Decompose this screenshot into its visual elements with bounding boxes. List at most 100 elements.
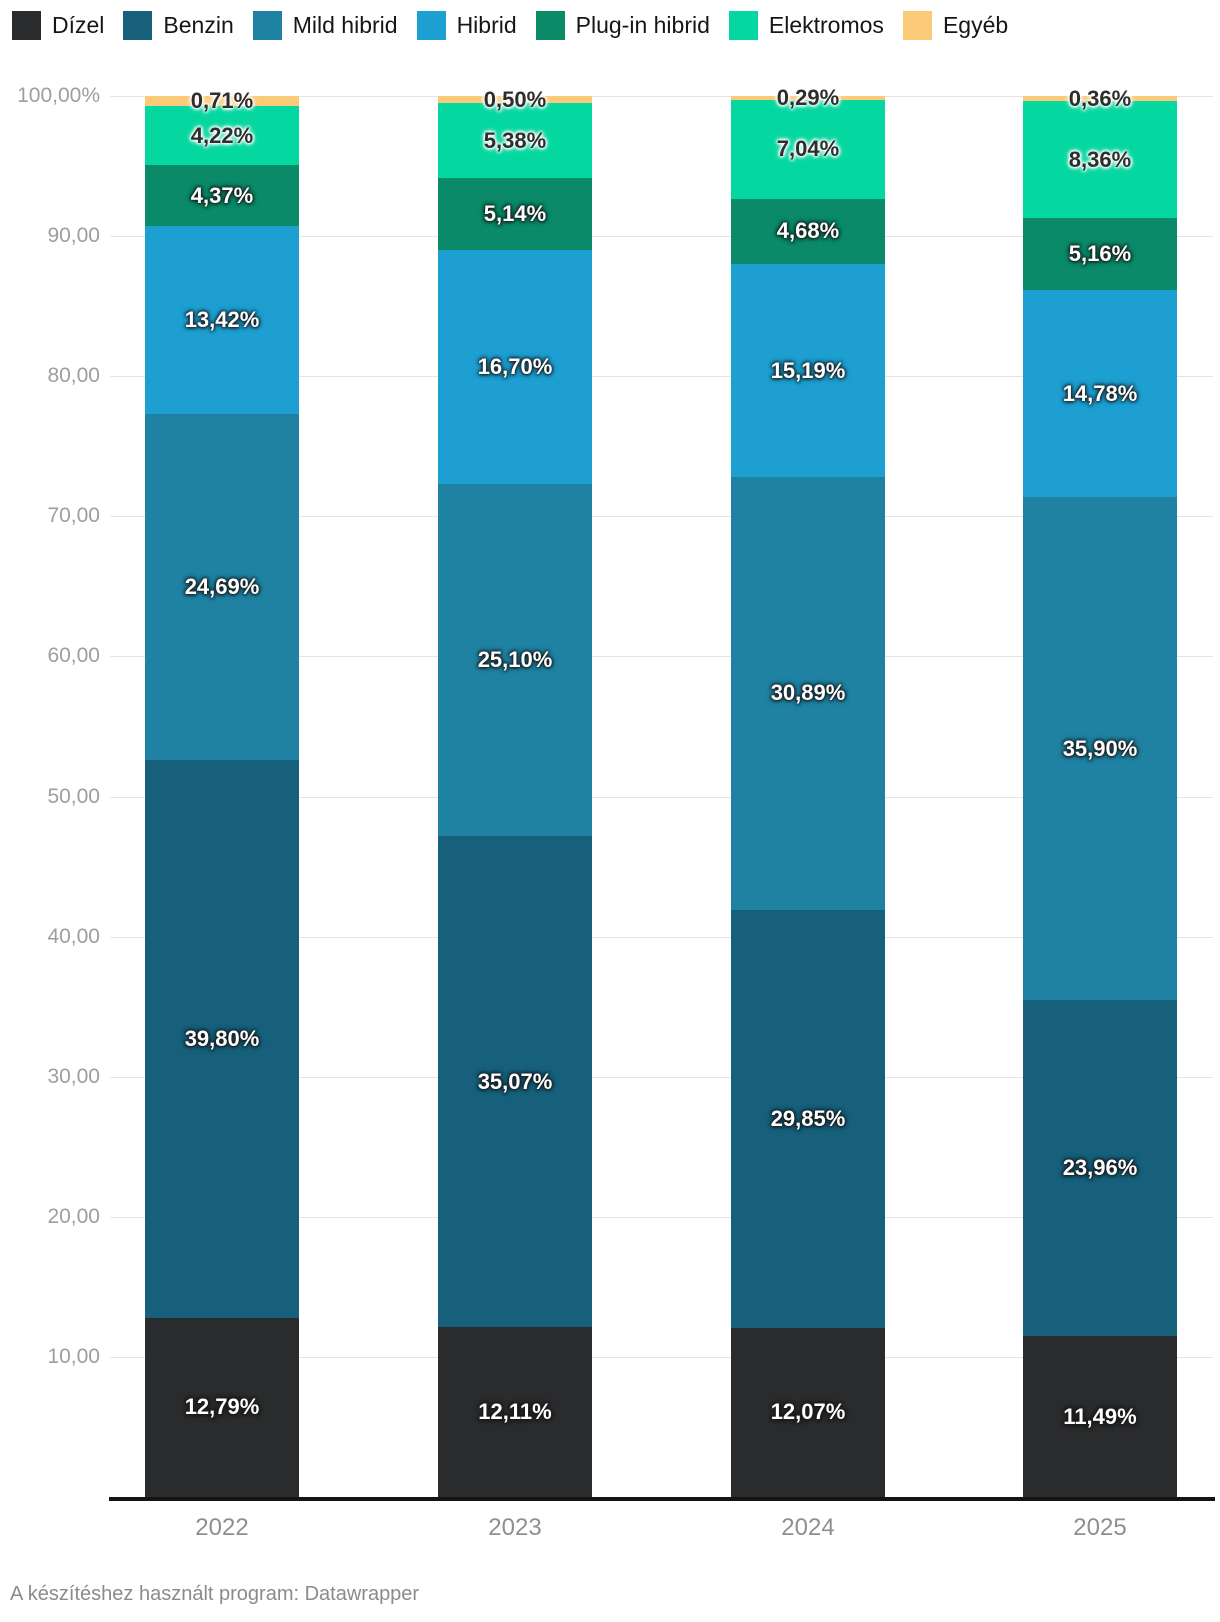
gridline-80	[110, 376, 1213, 378]
bar-segment-hibrid-2024: 15,19%	[731, 264, 885, 478]
legend-label: Benzin	[163, 12, 234, 38]
gridline-10	[110, 1356, 1213, 1358]
gridline-90	[110, 236, 1213, 238]
segment-value-label: 16,70%	[477, 354, 553, 380]
bar-segment-elektromos-2023: 5,38%	[438, 103, 592, 179]
segment-value-label: 13,42%	[184, 307, 260, 333]
legend-swatch-mild-hibrid	[252, 11, 282, 40]
segment-value-label: 29,85%	[770, 1105, 846, 1131]
y-axis-tick-label: 70,00	[47, 504, 100, 528]
legend-label: Dízel	[52, 12, 105, 38]
y-axis-tick-label: 80,00	[47, 364, 100, 388]
legend-swatch-hibrid	[416, 11, 446, 40]
legend-label: Plug-in hibrid	[575, 12, 710, 38]
segment-value-label: 4,37%	[190, 182, 254, 208]
gridline-20	[110, 1216, 1213, 1218]
segment-value-label: 23,96%	[1062, 1155, 1138, 1181]
bar-segment-plug-in-hibrid-2022: 4,37%	[145, 165, 299, 227]
legend-item-elektromos: Elektromos	[728, 11, 884, 40]
segment-value-label: 35,90%	[1062, 735, 1138, 761]
segment-value-label: 39,80%	[184, 1026, 260, 1052]
gridline-30	[110, 1076, 1213, 1078]
x-axis-baseline	[109, 1497, 1215, 1501]
bar-segment-hibrid-2025: 14,78%	[1023, 290, 1177, 498]
y-axis-tick-label: 20,00	[47, 1204, 100, 1228]
y-axis-tick-label: 40,00	[47, 924, 100, 948]
y-axis-tick-label: 50,00	[47, 784, 100, 808]
bar-segment-mild-hibrid-2024: 30,89%	[731, 477, 885, 910]
bar-segment-d-zel-2024: 12,07%	[731, 1327, 885, 1497]
legend: Dízel Benzin Mild hibrid Hibrid Plug-in hibr…	[12, 11, 1008, 40]
legend-item-mild-hibrid: Mild hibrid	[252, 11, 398, 40]
bar-segment-d-zel-2022: 12,79%	[145, 1317, 299, 1497]
bar-segment-d-zel-2025: 11,49%	[1023, 1336, 1177, 1497]
bar-segment-benzin-2024: 29,85%	[731, 909, 885, 1328]
x-axis-label-2022: 2022	[195, 1514, 249, 1541]
segment-value-label: 30,89%	[770, 680, 846, 706]
segment-value-label: 24,69%	[184, 574, 260, 600]
legend-label: Mild hibrid	[292, 12, 398, 38]
bar-segment-d-zel-2023: 12,11%	[438, 1327, 592, 1497]
bar-segment-mild-hibrid-2025: 35,90%	[1023, 497, 1177, 1001]
bar-segment-hibrid-2023: 16,70%	[438, 250, 592, 485]
segment-value-label: 12,11%	[478, 1399, 552, 1425]
bar-segment-elektromos-2024: 7,04%	[731, 100, 885, 199]
x-axis-label-2023: 2023	[488, 1514, 542, 1541]
legend-item-d-zel: Dízel	[12, 11, 104, 40]
legend-item-hibrid: Hibrid	[416, 11, 517, 40]
bar-segment-plug-in-hibrid-2024: 4,68%	[731, 198, 885, 265]
segment-value-label: 5,16%	[1068, 241, 1132, 267]
legend-swatch-benzin	[123, 11, 153, 40]
gridline-100	[110, 96, 1213, 97]
legend-item-egy-b: Egyéb	[902, 11, 1009, 40]
segment-value-label: 4,68%	[776, 218, 840, 244]
bar-segment-egy-b-2023: 0,50%	[438, 87, 592, 112]
attribution-text: A készítéshez használt program: Datawrap…	[10, 1583, 420, 1605]
segment-value-label: 25,10%	[477, 647, 553, 673]
bar-segment-elektromos-2022: 4,22%	[145, 105, 299, 166]
segment-value-label: 4,22%	[190, 122, 254, 148]
legend-swatch-egy-b	[902, 11, 932, 40]
bar-segment-benzin-2022: 39,80%	[145, 760, 299, 1318]
x-axis-label-2024: 2024	[781, 1514, 835, 1541]
legend-label: Hibrid	[456, 12, 517, 38]
segment-value-label: 11,49%	[1063, 1403, 1137, 1429]
bar-2022: 0,71% 4,22% 4,37% 13,42% 24,69% 39,80% 12,79%	[145, 88, 299, 1497]
gridline-40	[110, 936, 1213, 938]
segment-value-label: 14,78%	[1062, 380, 1138, 406]
gridline-60	[110, 656, 1213, 658]
bar-2025: 0,36% 8,36% 5,16% 14,78% 35,90% 23,96% 11,49%	[1023, 86, 1177, 1497]
segment-value-label: 15,19%	[770, 357, 846, 383]
bar-segment-elektromos-2025: 8,36%	[1023, 101, 1177, 219]
y-axis-tick-label: 10,00	[47, 1344, 100, 1368]
segment-value-label: 8,36%	[1068, 146, 1132, 172]
legend-swatch-plug-in-hibrid	[535, 11, 565, 40]
y-axis-tick-label: 30,00	[47, 1064, 100, 1088]
bar-segment-plug-in-hibrid-2025: 5,16%	[1023, 218, 1177, 291]
legend-label: Elektromos	[768, 12, 884, 38]
segment-value-label: 7,04%	[776, 136, 840, 162]
y-axis-tick-label: 100,00%	[17, 84, 100, 107]
y-axis-tick-label: 60,00	[47, 644, 100, 668]
bar-segment-plug-in-hibrid-2023: 5,14%	[438, 178, 592, 251]
bar-segment-egy-b-2022: 0,71%	[145, 88, 299, 113]
bar-segment-hibrid-2022: 13,42%	[145, 226, 299, 415]
legend-item-plug-in-hibrid: Plug-in hibrid	[535, 11, 710, 40]
gridline-70	[110, 516, 1213, 518]
bar-segment-benzin-2023: 35,07%	[438, 836, 592, 1328]
legend-item-benzin: Benzin	[123, 11, 234, 40]
bar-segment-mild-hibrid-2023: 25,10%	[438, 484, 592, 837]
legend-label: Egyéb	[942, 12, 1009, 38]
bar-2023: 0,50% 5,38% 5,14% 16,70% 25,10% 35,07% 12,11%	[438, 87, 592, 1497]
x-axis-label-2025: 2025	[1073, 1514, 1127, 1541]
segment-value-label: 12,07%	[770, 1399, 846, 1425]
bar-2024: 0,29% 7,04% 4,68% 15,19% 30,89% 29,85% 12,07%	[731, 85, 885, 1497]
segment-value-label: 12,79%	[184, 1394, 260, 1420]
bar-segment-mild-hibrid-2022: 24,69%	[145, 414, 299, 761]
y-axis-tick-label: 90,00	[47, 224, 100, 248]
segment-value-label: 5,14%	[483, 201, 547, 227]
bar-segment-benzin-2025: 23,96%	[1023, 1000, 1177, 1337]
segment-value-label: 5,38%	[483, 127, 547, 153]
